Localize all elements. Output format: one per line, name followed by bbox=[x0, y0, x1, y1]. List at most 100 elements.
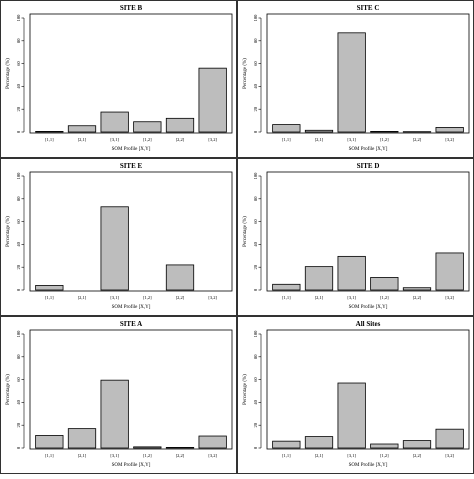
y-tick-label: 0 bbox=[16, 130, 21, 133]
bar-[3,1] bbox=[101, 207, 128, 290]
chart-title: SITE A bbox=[120, 320, 142, 328]
panel-border bbox=[238, 159, 474, 316]
y-tick-label: 100 bbox=[16, 14, 21, 22]
y-tick-label: 0 bbox=[16, 446, 21, 449]
y-tick-label: 40 bbox=[16, 241, 21, 246]
x-tick-label: [2,1] bbox=[315, 453, 324, 459]
x-tick-label: [1,2] bbox=[143, 453, 152, 459]
y-tick-label: 0 bbox=[253, 446, 258, 449]
y-tick-label: 80 bbox=[253, 354, 258, 359]
x-tick-label: [1,1] bbox=[45, 137, 54, 143]
y-tick-label: 80 bbox=[16, 38, 21, 43]
y-tick-label: 40 bbox=[253, 399, 258, 404]
x-tick-label: [3,1] bbox=[347, 137, 356, 143]
bar-[2,2] bbox=[166, 447, 193, 448]
x-tick-label: [1,1] bbox=[45, 295, 54, 301]
chart-title: SITE E bbox=[120, 162, 143, 170]
bar-[1,2] bbox=[371, 444, 398, 448]
y-tick-label: 100 bbox=[253, 172, 258, 180]
y-tick-label: 0 bbox=[253, 130, 258, 133]
plot-frame bbox=[30, 172, 232, 291]
plot-frame bbox=[30, 330, 232, 449]
x-tick-label: [3,1] bbox=[110, 453, 119, 459]
x-tick-label: [2,1] bbox=[315, 137, 324, 143]
x-tick-label: [1,2] bbox=[380, 295, 389, 301]
x-tick-label: [3,1] bbox=[347, 295, 356, 301]
bar-[2,1] bbox=[68, 126, 95, 132]
x-axis-label: SOM Profile [X,Y] bbox=[112, 147, 151, 152]
bar-[3,2] bbox=[199, 68, 226, 132]
bar-[1,2] bbox=[371, 277, 398, 290]
x-tick-label: [3,1] bbox=[347, 453, 356, 459]
y-tick-label: 80 bbox=[16, 196, 21, 201]
bar-[2,2] bbox=[166, 118, 193, 132]
y-tick-label: 20 bbox=[253, 422, 258, 427]
x-tick-label: [3,2] bbox=[208, 295, 217, 301]
y-tick-label: 20 bbox=[16, 106, 21, 111]
x-tick-label: [3,2] bbox=[208, 137, 217, 143]
x-tick-label: [1,2] bbox=[143, 295, 152, 301]
x-tick-label: [1,1] bbox=[282, 137, 291, 143]
x-tick-label: [3,2] bbox=[445, 453, 454, 459]
y-tick-label: 100 bbox=[253, 14, 258, 22]
bar-[3,1] bbox=[101, 380, 128, 448]
y-axis-label: Percentage (%) bbox=[243, 58, 248, 89]
x-axis-label: SOM Profile [X,Y] bbox=[112, 305, 151, 310]
bar-[1,1] bbox=[273, 441, 300, 448]
x-tick-label: [2,1] bbox=[315, 295, 324, 301]
x-axis-label: SOM Profile [X,Y] bbox=[349, 463, 388, 468]
y-tick-label: 60 bbox=[253, 377, 258, 382]
bar-[1,2] bbox=[134, 122, 161, 132]
x-axis-label: SOM Profile [X,Y] bbox=[349, 147, 388, 152]
x-tick-label: [2,1] bbox=[78, 453, 87, 459]
y-tick-label: 60 bbox=[16, 377, 21, 382]
x-tick-label: [2,2] bbox=[413, 295, 422, 301]
x-tick-label: [2,2] bbox=[413, 137, 422, 143]
y-tick-label: 20 bbox=[16, 264, 21, 269]
y-tick-label: 100 bbox=[16, 330, 21, 338]
y-tick-label: 80 bbox=[253, 38, 258, 43]
y-axis-label: Percentage (%) bbox=[6, 216, 11, 247]
bar-[2,1] bbox=[68, 429, 95, 448]
bar-[2,2] bbox=[403, 441, 430, 448]
y-tick-label: 40 bbox=[16, 399, 21, 404]
bar-[1,1] bbox=[36, 285, 63, 290]
y-tick-label: 20 bbox=[16, 422, 21, 427]
x-tick-label: [2,1] bbox=[78, 137, 87, 143]
y-axis-label: Percentage (%) bbox=[6, 58, 11, 89]
x-axis-label: SOM Profile [X,Y] bbox=[349, 305, 388, 310]
y-tick-label: 100 bbox=[253, 330, 258, 338]
x-tick-label: [1,1] bbox=[45, 453, 54, 459]
x-tick-label: [1,1] bbox=[282, 453, 291, 459]
x-tick-label: [3,2] bbox=[445, 295, 454, 301]
bar-[3,1] bbox=[338, 383, 365, 448]
chart-title: SITE C bbox=[357, 4, 380, 12]
chart-title: SITE B bbox=[120, 4, 143, 12]
y-tick-label: 60 bbox=[253, 219, 258, 224]
bar-[2,2] bbox=[166, 265, 193, 290]
y-tick-label: 80 bbox=[16, 354, 21, 359]
y-tick-label: 60 bbox=[16, 219, 21, 224]
y-tick-label: 0 bbox=[253, 288, 258, 291]
bar-[2,1] bbox=[305, 267, 332, 290]
chart-title: All Sites bbox=[356, 320, 381, 328]
y-tick-label: 100 bbox=[16, 172, 21, 180]
y-axis-label: Percentage (%) bbox=[243, 374, 248, 405]
bar-[1,1] bbox=[273, 125, 300, 132]
x-tick-label: [1,1] bbox=[282, 295, 291, 301]
y-tick-label: 20 bbox=[253, 106, 258, 111]
bar-[1,1] bbox=[36, 435, 63, 448]
x-tick-label: [2,2] bbox=[413, 453, 422, 459]
bar-[3,2] bbox=[199, 436, 226, 448]
y-tick-label: 40 bbox=[16, 83, 21, 88]
x-tick-label: [3,1] bbox=[110, 137, 119, 143]
y-axis-label: Percentage (%) bbox=[243, 216, 248, 247]
x-tick-label: [2,2] bbox=[176, 295, 185, 301]
chart-title: SITE D bbox=[357, 162, 380, 170]
y-tick-label: 60 bbox=[253, 61, 258, 66]
